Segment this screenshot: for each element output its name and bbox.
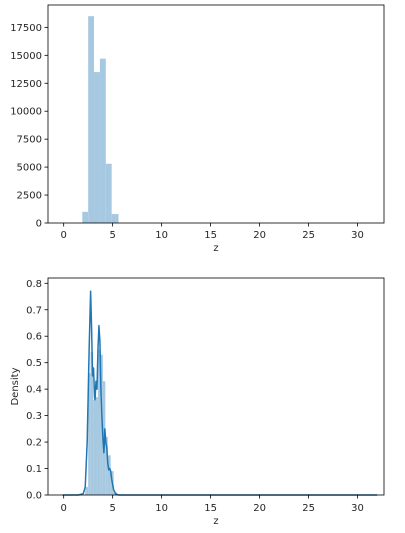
histogram-bar [94, 72, 100, 223]
x-axis: 0 5 10 15 20 25 30 [60, 223, 364, 241]
y-tick-label: 0.7 [26, 305, 42, 316]
histogram-bar [105, 436, 108, 495]
histogram-chart: 0 5 10 15 20 25 30 0 2500 5000 7500 10000 12500 15000… [10, 4, 385, 254]
histogram-bar [88, 373, 91, 495]
x-tick-label: 25 [302, 230, 315, 241]
histogram-bar [93, 399, 96, 495]
plot-frame [47, 4, 385, 224]
x-tick-label: 30 [351, 230, 364, 241]
y-tick-label: 5000 [17, 163, 42, 174]
x-tick-label: 5 [109, 503, 115, 514]
x-tick-label: 30 [351, 503, 364, 514]
x-tick-label: 10 [155, 503, 168, 514]
y-axis: 0.0 0.1 0.2 0.3 0.4 0.5 0.6 0.7 0.8 [26, 279, 48, 502]
kde-line [62, 290, 378, 496]
y-axis-title: Density [10, 367, 21, 405]
y-tick-label: 2500 [17, 191, 42, 202]
histogram-bar [88, 16, 95, 223]
x-tick-label: 5 [109, 230, 115, 241]
y-tick-label: 0.3 [26, 411, 42, 422]
x-axis: 0 5 10 15 20 25 30 [60, 495, 364, 514]
x-axis-title: z [213, 243, 218, 254]
x-tick-label: 15 [204, 230, 217, 241]
x-tick-label: 20 [253, 230, 266, 241]
y-tick-label: 0 [36, 219, 42, 230]
y-tick-label: 0.2 [26, 438, 42, 449]
y-axis: 0 2500 5000 7500 10000 12500 15000 17500 [10, 23, 48, 230]
y-tick-label: 0.5 [26, 358, 42, 369]
y-tick-label: 10000 [10, 107, 42, 118]
histogram-bar [82, 211, 89, 223]
x-tick-label: 10 [155, 230, 168, 241]
x-tick-label: 0 [60, 230, 66, 241]
x-tick-label: 20 [253, 503, 266, 514]
x-tick-label: 25 [302, 503, 315, 514]
histogram-bar [99, 58, 106, 224]
y-tick-label: 0.8 [26, 279, 42, 290]
histogram-bar [111, 214, 119, 223]
histogram-bar [90, 352, 94, 495]
y-tick-label: 0.0 [26, 491, 42, 502]
y-tick-label: 15000 [10, 51, 42, 62]
y-tick-label: 0.6 [26, 332, 42, 343]
y-tick-label: 0.1 [26, 464, 42, 475]
histogram-bar [107, 455, 111, 495]
histogram-bar [85, 487, 89, 495]
x-axis-title: z [213, 516, 218, 527]
histogram-bar [97, 349, 101, 495]
plot-frame [47, 277, 385, 496]
y-tick-label: 17500 [10, 23, 42, 34]
density-chart: 0 5 10 15 20 25 30 0.0 0.1 0.2 0.3 0.4 0.5 0.6 0.7 0.8 z… [10, 277, 385, 527]
histogram-bars [82, 16, 119, 224]
x-tick-label: 15 [204, 503, 217, 514]
y-tick-label: 0.4 [26, 385, 42, 396]
y-tick-label: 7500 [17, 135, 42, 146]
y-tick-label: 12500 [10, 79, 42, 90]
x-tick-label: 0 [60, 503, 66, 514]
histogram-bar [95, 397, 98, 495]
histogram-bar [105, 163, 112, 223]
